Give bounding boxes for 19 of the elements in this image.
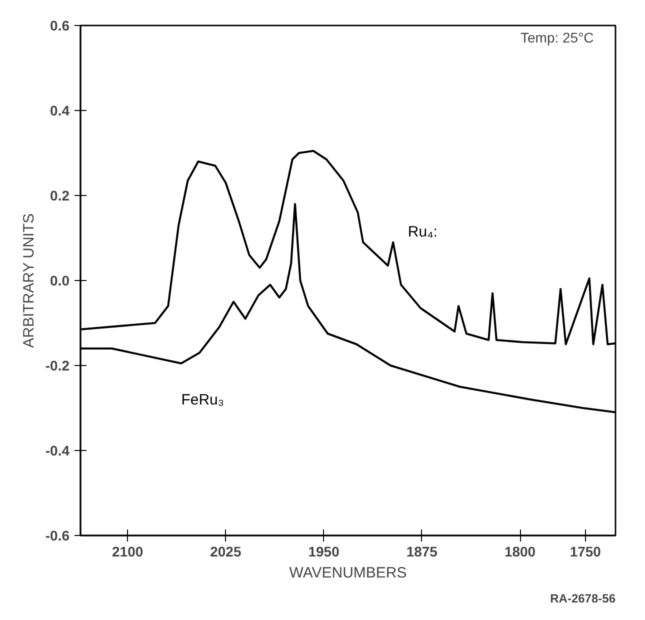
x-tick-label: 1950 <box>308 544 340 560</box>
x-tick-label: 1800 <box>504 544 536 560</box>
y-tick-label: 0.4 <box>50 102 70 118</box>
y-tick-label: 0.6 <box>50 18 70 34</box>
series-label: FeRu₃ <box>181 391 224 408</box>
y-axis-title: ARBITRARY UNITS <box>20 213 38 348</box>
x-tick-label: 2100 <box>112 544 144 560</box>
x-tick-label: 2025 <box>210 544 242 560</box>
annotation: Temp: 25°C <box>520 30 594 46</box>
x-tick-label: 1875 <box>406 544 438 560</box>
series-label: Ru₄: <box>408 224 438 241</box>
x-tick-label: 1750 <box>570 544 602 560</box>
y-tick-label: 0.0 <box>50 272 70 288</box>
x-axis-title: WAVENUMBERS <box>289 564 407 582</box>
y-tick-label: -0.2 <box>45 358 70 374</box>
y-tick-label: 0.2 <box>50 188 70 204</box>
y-tick-label: -0.4 <box>45 442 70 458</box>
text: RA-2678-56 <box>550 592 616 606</box>
y-tick-label: -0.6 <box>45 528 70 544</box>
